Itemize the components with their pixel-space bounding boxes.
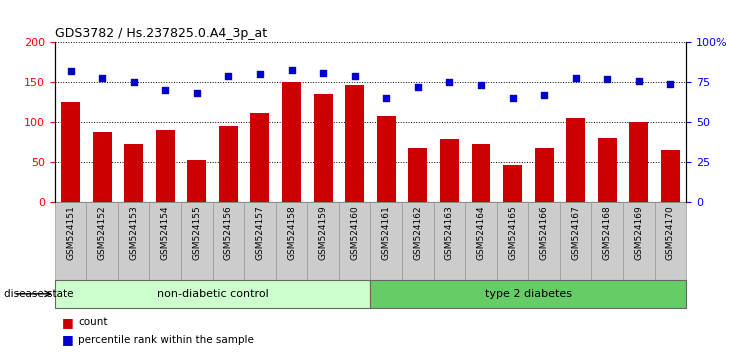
Point: [349, 73, 361, 79]
Bar: [434, 202, 465, 280]
Point: [602, 76, 613, 82]
Bar: [155, 130, 174, 202]
Point: [633, 78, 645, 84]
Bar: [598, 138, 617, 202]
Bar: [465, 202, 496, 280]
Text: disease state: disease state: [4, 289, 73, 299]
Bar: [55, 280, 370, 308]
Bar: [629, 122, 648, 202]
Point: [475, 82, 487, 88]
Point: [285, 67, 297, 73]
Text: non-diabetic control: non-diabetic control: [157, 289, 269, 299]
Text: ■: ■: [62, 316, 74, 329]
Bar: [219, 126, 238, 202]
Point: [570, 75, 582, 80]
Bar: [402, 202, 434, 280]
Point: [507, 96, 518, 101]
Bar: [440, 139, 459, 202]
Bar: [370, 202, 402, 280]
Text: GSM524156: GSM524156: [224, 206, 233, 261]
Text: ■: ■: [62, 333, 74, 346]
Bar: [503, 165, 522, 202]
Point: [412, 84, 423, 90]
Bar: [370, 280, 686, 308]
Bar: [61, 102, 80, 202]
Text: GSM524169: GSM524169: [634, 206, 643, 261]
Text: GSM524161: GSM524161: [382, 206, 391, 261]
Bar: [339, 202, 370, 280]
Point: [318, 70, 329, 76]
Text: GSM524164: GSM524164: [477, 206, 485, 260]
Bar: [55, 202, 86, 280]
Bar: [118, 202, 150, 280]
Text: GSM524167: GSM524167: [571, 206, 580, 261]
Bar: [345, 85, 364, 202]
Text: GSM524157: GSM524157: [255, 206, 264, 261]
Point: [223, 73, 234, 79]
Text: GSM524151: GSM524151: [66, 206, 75, 261]
Text: GSM524158: GSM524158: [287, 206, 296, 261]
Bar: [307, 202, 339, 280]
Bar: [408, 148, 427, 202]
Point: [159, 87, 171, 93]
Bar: [314, 94, 333, 202]
Bar: [282, 82, 301, 202]
Bar: [472, 144, 491, 202]
Point: [380, 96, 392, 101]
Bar: [124, 144, 143, 202]
Bar: [250, 113, 269, 202]
Point: [128, 80, 139, 85]
Bar: [560, 202, 591, 280]
Point: [444, 80, 456, 85]
Bar: [529, 202, 560, 280]
Bar: [244, 202, 276, 280]
Point: [664, 81, 676, 87]
Point: [254, 72, 266, 77]
Text: GSM524163: GSM524163: [445, 206, 454, 261]
Bar: [86, 202, 118, 280]
Text: GSM524155: GSM524155: [192, 206, 201, 261]
Bar: [181, 202, 212, 280]
Bar: [377, 116, 396, 202]
Bar: [534, 148, 553, 202]
Point: [96, 75, 108, 80]
Text: percentile rank within the sample: percentile rank within the sample: [78, 335, 254, 345]
Bar: [188, 160, 207, 202]
Bar: [661, 150, 680, 202]
Bar: [93, 132, 112, 202]
Bar: [566, 118, 585, 202]
Text: GDS3782 / Hs.237825.0.A4_3p_at: GDS3782 / Hs.237825.0.A4_3p_at: [55, 27, 267, 40]
Text: type 2 diabetes: type 2 diabetes: [485, 289, 572, 299]
Text: count: count: [78, 317, 107, 327]
Text: GSM524160: GSM524160: [350, 206, 359, 261]
Text: GSM524170: GSM524170: [666, 206, 675, 261]
Bar: [496, 202, 529, 280]
Text: GSM524165: GSM524165: [508, 206, 517, 261]
Point: [538, 92, 550, 98]
Text: GSM524159: GSM524159: [318, 206, 328, 261]
Text: GSM524154: GSM524154: [161, 206, 170, 260]
Text: GSM524168: GSM524168: [603, 206, 612, 261]
Bar: [212, 202, 244, 280]
Text: GSM524166: GSM524166: [539, 206, 549, 261]
Text: GSM524152: GSM524152: [98, 206, 107, 260]
Bar: [150, 202, 181, 280]
Bar: [623, 202, 655, 280]
Text: GSM524153: GSM524153: [129, 206, 138, 261]
Bar: [591, 202, 623, 280]
Point: [191, 91, 203, 96]
Point: [65, 68, 77, 74]
Bar: [655, 202, 686, 280]
Bar: [276, 202, 307, 280]
Text: GSM524162: GSM524162: [413, 206, 423, 260]
